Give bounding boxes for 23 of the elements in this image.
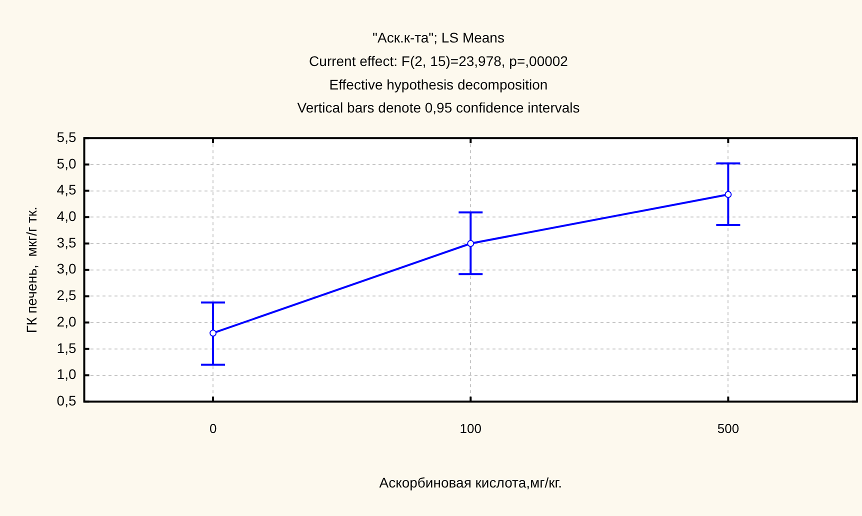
x-tick-label: 100 — [460, 420, 482, 436]
x-tick-label: 500 — [717, 420, 740, 436]
y-tick-label: 2,0 — [56, 313, 76, 330]
y-tick-label: 4,5 — [56, 182, 76, 198]
chart-subtitle: Current effect: F(2, 15)=23,978, p=,00002 — [309, 53, 568, 70]
y-tick-label: 1,0 — [56, 366, 76, 382]
y-tick-label: 5,0 — [56, 155, 76, 172]
y-tick-label: 4,0 — [56, 208, 76, 224]
y-tick-label: 3,0 — [56, 260, 76, 277]
point — [210, 330, 217, 337]
text: Effective hypothesis decomposition — [329, 76, 548, 92]
x-tick-label: 0 — [209, 420, 217, 436]
point — [724, 190, 732, 198]
x-axis-title: Аскорбиновая кислота,мг/кг. — [379, 474, 562, 490]
y-axis-title: ГК печень, мкг/г тк. — [23, 206, 40, 334]
point — [467, 240, 474, 247]
y-tick-label: 3,5 — [56, 234, 76, 250]
y-tick-label: 1,5 — [56, 340, 76, 356]
chart-title: "Аск.к-та"; LS Means — [372, 29, 504, 46]
y-tick-label: 5,5 — [56, 128, 76, 145]
text: Vertical bars denote 0,95 confidence intervals — [297, 99, 580, 116]
y-tick-label: 2,5 — [56, 287, 76, 304]
y-tick-label: 0,5 — [56, 392, 76, 408]
